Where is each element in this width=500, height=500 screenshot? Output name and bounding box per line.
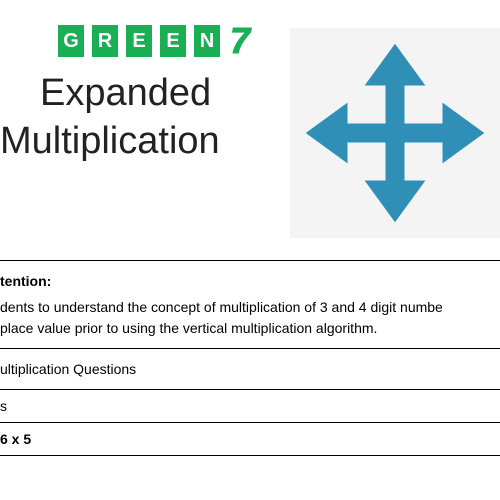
question-row-2: 6 x 5 <box>0 423 500 456</box>
content-area: tention: dents to understand the concept… <box>0 260 500 456</box>
question-text: 6 x 5 <box>0 431 31 447</box>
intention-heading: tention: <box>0 271 494 291</box>
badge-letter-r: R <box>92 25 118 57</box>
four-arrow-icon <box>300 38 490 228</box>
badge-letter-g: G <box>58 25 84 57</box>
intention-body: dents to understand the concept of multi… <box>0 297 494 338</box>
questions-header: ultiplication Questions <box>0 349 500 390</box>
intention-section: tention: dents to understand the concept… <box>0 261 500 349</box>
badge-number: 7 <box>230 20 250 62</box>
badge-letter-n: N <box>194 25 220 57</box>
badge-letter-e1: E <box>126 25 152 57</box>
badge-letter-e2: E <box>160 25 186 57</box>
header-area: G R E E N 7 Expanded Multiplication <box>0 0 500 260</box>
arrows-graphic <box>290 28 500 238</box>
question-row-1: s <box>0 390 500 423</box>
